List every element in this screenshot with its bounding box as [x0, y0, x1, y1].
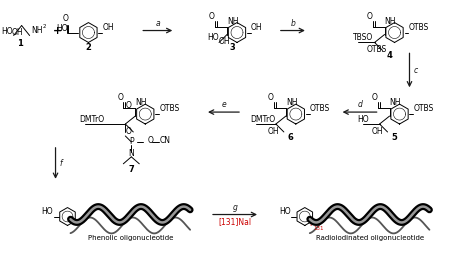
- Text: b: b: [291, 19, 295, 27]
- Text: N: N: [128, 149, 134, 158]
- Text: OTBS: OTBS: [409, 23, 429, 31]
- Text: NH: NH: [227, 17, 238, 26]
- Text: 4: 4: [387, 51, 392, 60]
- Text: a: a: [155, 19, 160, 27]
- Text: HO: HO: [279, 207, 291, 216]
- Text: +: +: [53, 26, 62, 36]
- Text: 131: 131: [314, 226, 324, 231]
- Text: O: O: [63, 13, 68, 23]
- Text: O: O: [118, 93, 123, 102]
- Text: OH: OH: [251, 23, 263, 31]
- Text: O: O: [366, 12, 373, 21]
- Text: I: I: [309, 219, 311, 228]
- Text: O: O: [125, 127, 131, 136]
- Text: OTBS: OTBS: [413, 104, 434, 113]
- Text: HO: HO: [2, 26, 13, 36]
- Text: O: O: [147, 136, 153, 146]
- Text: 3: 3: [229, 43, 235, 52]
- Text: 2: 2: [43, 24, 46, 28]
- Text: DMTrO: DMTrO: [250, 115, 275, 124]
- Text: TBSO: TBSO: [353, 34, 373, 42]
- Text: DMTrO: DMTrO: [80, 115, 105, 124]
- Text: OH: OH: [372, 127, 383, 136]
- Text: f: f: [60, 159, 62, 168]
- Text: O: O: [125, 101, 131, 110]
- Text: P: P: [129, 137, 134, 146]
- Text: 7: 7: [128, 165, 134, 174]
- Text: OTBS: OTBS: [310, 104, 330, 113]
- Text: 2: 2: [85, 43, 91, 52]
- Text: OH: OH: [268, 127, 280, 136]
- Text: NH: NH: [135, 98, 147, 107]
- Text: g: g: [233, 202, 237, 212]
- Text: OH: OH: [102, 23, 114, 31]
- Text: Phenolic oligonucleotide: Phenolic oligonucleotide: [88, 235, 173, 241]
- Text: O: O: [209, 12, 215, 21]
- Text: HO: HO: [42, 207, 53, 216]
- Text: 5: 5: [392, 133, 398, 142]
- Text: OH: OH: [12, 27, 23, 37]
- Text: NH: NH: [286, 98, 297, 107]
- Text: HO: HO: [56, 24, 68, 33]
- Text: Radioiodinated oligonucleotide: Radioiodinated oligonucleotide: [316, 235, 424, 241]
- Text: NH: NH: [32, 25, 43, 35]
- Text: OTBS: OTBS: [366, 45, 387, 54]
- Text: 1: 1: [17, 39, 23, 49]
- Text: O: O: [268, 93, 274, 102]
- Text: NH: NH: [384, 17, 396, 26]
- Text: c: c: [413, 66, 418, 75]
- Text: OTBS: OTBS: [159, 104, 180, 113]
- Text: d: d: [357, 100, 362, 109]
- Text: HO: HO: [207, 34, 219, 42]
- Text: HO: HO: [358, 115, 369, 124]
- Text: O: O: [372, 93, 377, 102]
- Text: NH: NH: [390, 98, 401, 107]
- Text: 6: 6: [288, 133, 294, 142]
- Text: OH: OH: [219, 37, 231, 46]
- Text: e: e: [221, 100, 226, 109]
- Text: CN: CN: [159, 136, 170, 146]
- Text: [131]NaI: [131]NaI: [219, 217, 252, 227]
